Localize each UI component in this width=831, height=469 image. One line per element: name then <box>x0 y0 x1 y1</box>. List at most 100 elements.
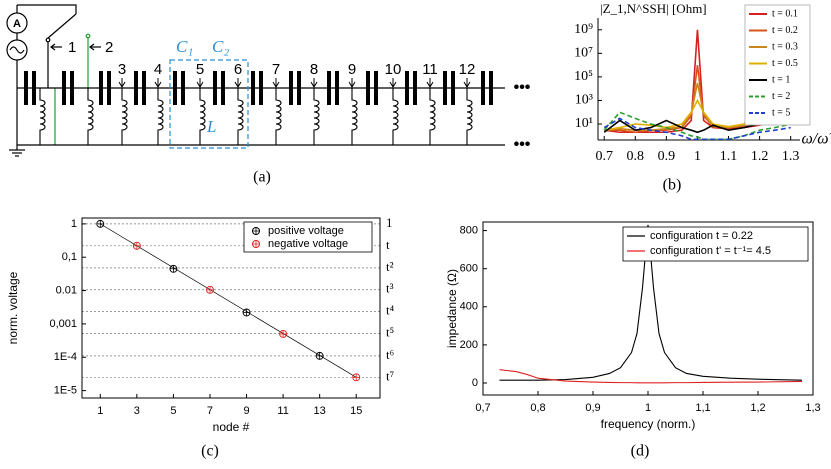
arrow-head <box>426 81 434 88</box>
panel-label: (d) <box>631 443 650 460</box>
legend-label: t = 1 <box>772 74 790 85</box>
legend-label: positive voltage <box>268 225 344 237</box>
x-tick-label: 1,1 <box>695 402 710 414</box>
legend-box <box>243 221 373 253</box>
y2-tick-label: t⁶ <box>386 347 394 362</box>
inductor <box>39 88 46 145</box>
series-line <box>603 111 791 140</box>
y-tick-label: 0,001 <box>49 318 77 330</box>
legend-box <box>622 226 809 262</box>
probe-tip <box>45 37 51 43</box>
capacitor-plate <box>297 71 301 105</box>
capacitor-label: C₁ <box>176 37 193 56</box>
inductor <box>199 88 206 145</box>
legend-label: negative voltage <box>268 238 348 250</box>
y2-tick-label: t⁴ <box>386 303 395 318</box>
capacitor-plate <box>489 71 493 105</box>
legend-label: configuration t' = t⁻¹= 4.5 <box>650 245 771 257</box>
x-tick-label: 1.2 <box>751 149 769 164</box>
x-tick-label: 0.7 <box>595 149 613 164</box>
x-tick-label: 1 <box>694 149 701 164</box>
node-label: 6 <box>234 61 242 78</box>
marker-cross <box>96 220 104 228</box>
inductor <box>429 88 436 145</box>
arrow-head <box>196 81 204 88</box>
node-label: 7 <box>272 61 280 78</box>
ammeter <box>6 12 28 34</box>
x-tick-label: 1 <box>97 405 103 417</box>
capacitor-plate <box>251 71 255 105</box>
legend-label: t = 0.3 <box>772 41 798 52</box>
panel-label: (a) <box>253 169 271 186</box>
y-tick-label: 1E-5 <box>54 385 77 397</box>
inductor <box>121 88 128 145</box>
y-tick-label: 400 <box>460 301 478 313</box>
node-label: 4 <box>154 61 162 78</box>
arrow-head <box>389 81 397 88</box>
node-label: 1 <box>68 39 76 56</box>
circuit <box>6 4 505 157</box>
legend-label: configuration t = 0.22 <box>650 230 753 242</box>
y-tick-label: 200 <box>460 339 478 351</box>
marker-cross <box>316 352 324 360</box>
inductor <box>237 88 244 145</box>
y2-tick-label: t⁷ <box>386 368 394 383</box>
node-label: 12 <box>459 61 476 78</box>
x-tick-label: 0,7 <box>475 402 490 414</box>
legend-label: t = 0.1 <box>772 8 798 19</box>
node-label: 11 <box>422 61 438 78</box>
series-line <box>499 224 803 381</box>
x-tick-label: 1,3 <box>805 402 820 414</box>
y-tick-label: 800 <box>460 224 478 236</box>
arrow-head <box>272 81 280 88</box>
continuation: ••• <box>514 79 531 96</box>
panel-label: (b) <box>663 177 682 194</box>
y2-tick-label: t² <box>386 259 394 274</box>
series-line <box>499 369 803 384</box>
capacitor-plate <box>335 71 339 105</box>
capacitor-plate <box>70 71 74 105</box>
x-tick-label: 3 <box>134 405 140 417</box>
marker-cross <box>352 373 360 381</box>
y2-tick-label: 1 <box>386 215 393 230</box>
probe-tip <box>85 33 91 39</box>
capacitor-plate <box>289 71 293 105</box>
inductor <box>275 88 282 145</box>
capacitor-plate <box>173 71 177 105</box>
x-tick-label: 15 <box>350 405 362 417</box>
x-tick-label: 0,9 <box>585 402 600 414</box>
y-tick-label: 0 <box>472 377 478 389</box>
capacitor-label: C₂ <box>212 37 229 56</box>
capacitor-plate <box>24 71 28 105</box>
arrow-head <box>463 81 471 88</box>
legend-label: t = 0.5 <box>772 58 798 69</box>
y-tick-label: 10⁵ <box>574 69 593 84</box>
capacitor-plate <box>99 71 103 105</box>
legend-marker <box>252 240 260 248</box>
ammeter-label: A <box>13 18 21 30</box>
y2-tick-label: t <box>386 237 390 252</box>
x-tick-label: 0,8 <box>530 402 545 414</box>
arrow-head <box>154 81 162 88</box>
marker-cross <box>133 242 141 250</box>
legend-label: t = 5 <box>772 107 790 118</box>
capacitor-plate <box>134 71 138 105</box>
x-tick-label: 5 <box>170 405 176 417</box>
node-label: 3 <box>118 61 126 78</box>
y-tick-label: 0.01 <box>56 284 77 296</box>
capacitor-plate <box>374 71 378 105</box>
node-label: 2 <box>105 39 113 56</box>
x-tick-label: 0.9 <box>658 149 676 164</box>
capacitor-plate <box>413 71 417 105</box>
legend-marker <box>252 227 260 235</box>
ac-symbol <box>9 46 25 54</box>
inductor <box>466 88 473 145</box>
marker-cross <box>206 286 214 294</box>
y2-tick-label: t⁵ <box>386 324 394 339</box>
capacitor-plate <box>221 71 225 105</box>
arrow-head <box>50 43 56 51</box>
arrow-head <box>118 81 126 88</box>
y-axis-label: norm. voltage <box>6 271 20 344</box>
node-label: 9 <box>348 61 356 78</box>
inductor-label: L <box>206 117 216 136</box>
